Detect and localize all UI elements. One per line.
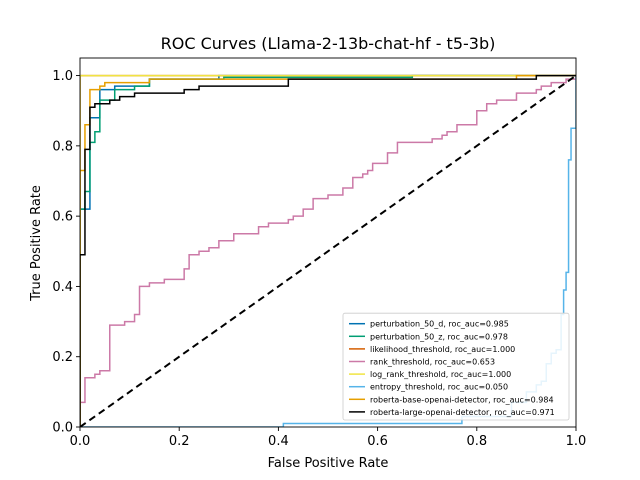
reference-diagonal-line <box>80 74 576 427</box>
y-tick-label-4: 0.8 <box>52 139 73 154</box>
y-tick-label-0: 0.0 <box>52 421 73 436</box>
legend: perturbation_50_d, roc_auc=0.985 perturba… <box>342 312 570 421</box>
axes-frame <box>79 57 577 428</box>
y-tick-label-3: 0.6 <box>52 210 73 225</box>
series-group <box>80 74 576 427</box>
y-axis-label: True Positive Rate <box>29 185 44 302</box>
x-tick-label-1: 0.2 <box>169 434 190 449</box>
legend-label-0: perturbation_50_d, roc_auc=0.985 <box>370 320 509 329</box>
x-tick-label-2: 0.4 <box>268 434 289 449</box>
y-tick-label-5: 1.0 <box>52 69 73 84</box>
y-tick-label-2: 0.4 <box>52 280 73 295</box>
axes: 0.0 0.2 0.4 0.6 0.8 1.0 0.0 0.2 0.4 0.6 0.8 1.0 <box>52 57 587 449</box>
series-line-7 <box>80 74 576 427</box>
x-tick-label-3: 0.6 <box>367 434 388 449</box>
legend-label-6: roberta-base-openai-detector, roc_auc=0.… <box>370 395 554 404</box>
y-tick-label-1: 0.2 <box>52 350 73 365</box>
legend-label-1: perturbation_50_z, roc_auc=0.978 <box>370 332 508 341</box>
legend-label-7: roberta-large-openai-detector, roc_auc=0… <box>370 408 555 417</box>
x-tick-label-5: 1.0 <box>566 434 587 449</box>
series-line-3 <box>80 75 576 427</box>
chart-title: ROC Curves (Llama-2-13b-chat-hf - t5-3b) <box>161 34 496 53</box>
legend-label-5: entropy_threshold, roc_auc=0.050 <box>370 383 508 392</box>
legend-box <box>342 312 570 421</box>
x-axis-label: False Positive Rate <box>268 456 389 471</box>
legend-label-2: likelihood_threshold, roc_auc=1.000 <box>370 345 515 354</box>
series-line-4 <box>80 74 576 427</box>
legend-label-4: log_rank_threshold, roc_auc=1.000 <box>370 370 511 379</box>
plot-area <box>80 74 576 427</box>
legend-label-3: rank_threshold, roc_auc=0.653 <box>370 358 495 367</box>
x-tick-label-0: 0.0 <box>70 434 91 449</box>
x-tick-label-4: 0.8 <box>466 434 487 449</box>
